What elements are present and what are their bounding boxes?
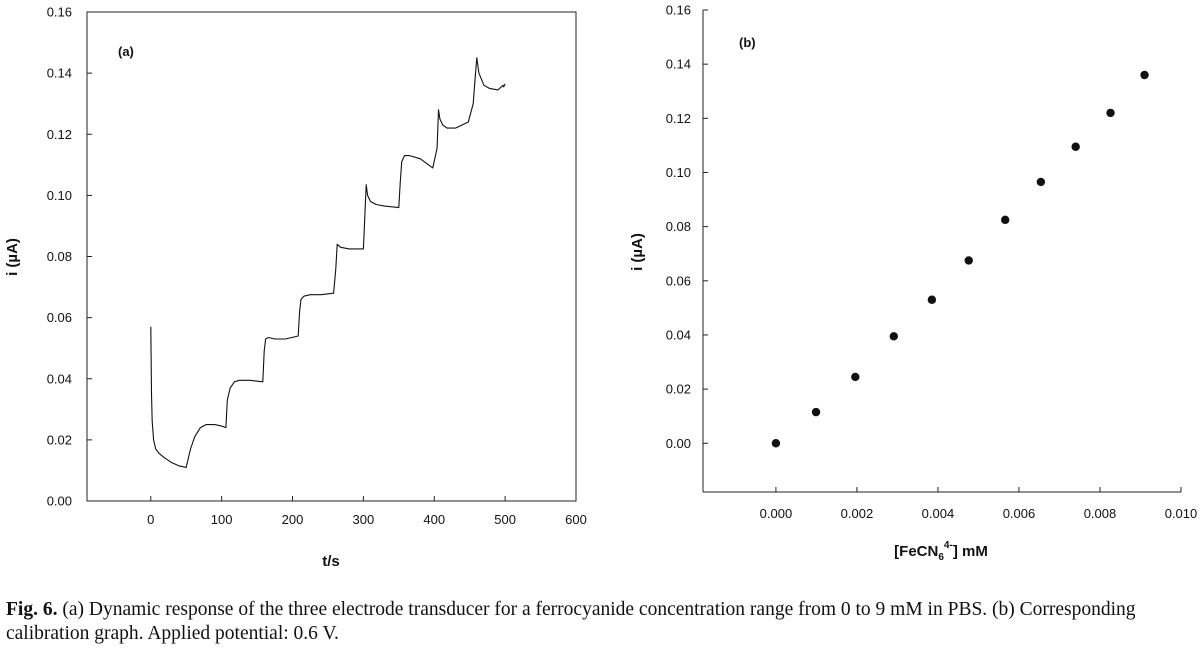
x-axis-label-b: [FeCN64-] mM bbox=[894, 540, 988, 563]
y-tick-label-a-8: 0.16 bbox=[47, 5, 72, 20]
x-tick-label-a-6: 600 bbox=[565, 512, 587, 527]
data-point-b-0-6 bbox=[1000, 215, 1010, 225]
data-point-b-0-2 bbox=[851, 372, 860, 382]
chart-panel-a: (a) t/s i (µA) 0 100 200 300 400 500 600 0.00 0.… bbox=[4, 5, 587, 571]
y-tick-label-a-7: 0.14 bbox=[47, 66, 72, 81]
data-point-b-0-9 bbox=[1106, 108, 1115, 118]
y-tick-label-b-5: 0.10 bbox=[666, 165, 691, 180]
data-point-b-0-5 bbox=[964, 256, 973, 265]
y-tick-label-a-1: 0.02 bbox=[47, 432, 72, 447]
x-axis-label-b-pre: [FeCN bbox=[894, 543, 938, 560]
y-tick-label-b-4: 0.08 bbox=[666, 219, 691, 234]
x-tick-label-a-4: 400 bbox=[423, 512, 445, 527]
y-tick-label-a-4: 0.08 bbox=[47, 249, 72, 264]
x-tick-label-a-5: 500 bbox=[494, 512, 516, 527]
series-line-a-0 bbox=[150, 57, 506, 468]
y-tick-label-b-7: 0.14 bbox=[666, 57, 691, 72]
figure-caption: Fig. 6. (a) Dynamic response of the thre… bbox=[6, 598, 1201, 646]
y-tick-label-a-3: 0.06 bbox=[47, 310, 72, 325]
y-tick-label-b-0: 0.00 bbox=[666, 436, 691, 451]
ticks-a: 0 100 200 300 400 500 600 0.00 0.02 0.04 0.06 0.08 0… bbox=[47, 5, 587, 528]
y-tick-label-a-2: 0.04 bbox=[47, 371, 72, 386]
data-series-b bbox=[771, 70, 1149, 448]
y-tick-label-b-3: 0.06 bbox=[666, 273, 691, 288]
caption-label: Fig. 6. bbox=[6, 599, 58, 620]
data-point-b-0-3 bbox=[889, 332, 898, 341]
x-axis-label-a: t/s bbox=[322, 553, 340, 570]
panel-label-b: (b) bbox=[739, 35, 756, 50]
x-tick-label-b-0: 0.000 bbox=[760, 506, 793, 521]
x-axis-label-b-post: ] mM bbox=[953, 543, 988, 560]
x-axis-label-b-sub: 6 bbox=[938, 552, 944, 563]
caption-text: (a) Dynamic response of the three electr… bbox=[6, 599, 1136, 644]
data-point-b-0-7 bbox=[1036, 177, 1046, 187]
y-tick-label-b-6: 0.12 bbox=[666, 111, 691, 126]
y-tick-label-a-6: 0.12 bbox=[47, 127, 72, 142]
panel-label-a: (a) bbox=[118, 44, 134, 59]
data-point-b-0-0 bbox=[771, 439, 781, 448]
x-axis-label-b-sup: 4- bbox=[944, 540, 953, 551]
data-point-b-0-10 bbox=[1140, 70, 1149, 80]
data-point-b-0-4 bbox=[927, 295, 937, 304]
y-tick-label-b-1: 0.02 bbox=[666, 382, 691, 397]
chart-panel-b: (b) [FeCN64-] mM i (µA) 0.000 0.002 0.004 0… bbox=[629, 3, 1197, 564]
x-tick-label-b-3: 0.006 bbox=[1003, 506, 1036, 521]
y-axis-label-a: i (µA) bbox=[4, 238, 21, 276]
x-tick-label-b-1: 0.002 bbox=[841, 506, 874, 521]
x-tick-label-a-1: 100 bbox=[211, 512, 233, 527]
x-tick-label-b-4: 0.008 bbox=[1084, 506, 1117, 521]
x-tick-label-b-5: 0.010 bbox=[1165, 506, 1198, 521]
data-point-b-0-1 bbox=[811, 407, 821, 417]
data-series-a bbox=[150, 57, 506, 468]
x-tick-label-a-2: 200 bbox=[282, 512, 304, 527]
data-point-b-0-8 bbox=[1071, 142, 1080, 151]
x-tick-label-b-2: 0.004 bbox=[922, 506, 955, 521]
y-axis-label-b: i (µA) bbox=[629, 233, 646, 271]
y-tick-label-b-2: 0.04 bbox=[666, 327, 691, 342]
x-tick-label-a-0: 0 bbox=[147, 512, 154, 527]
y-tick-label-b-8: 0.16 bbox=[666, 3, 691, 18]
y-tick-label-a-0: 0.00 bbox=[47, 494, 72, 509]
x-tick-label-a-3: 300 bbox=[353, 512, 375, 527]
ticks-b: 0.000 0.002 0.004 0.006 0.008 0.010 0.00 0.02 0.… bbox=[666, 3, 1198, 522]
y-tick-label-a-5: 0.10 bbox=[47, 188, 72, 203]
